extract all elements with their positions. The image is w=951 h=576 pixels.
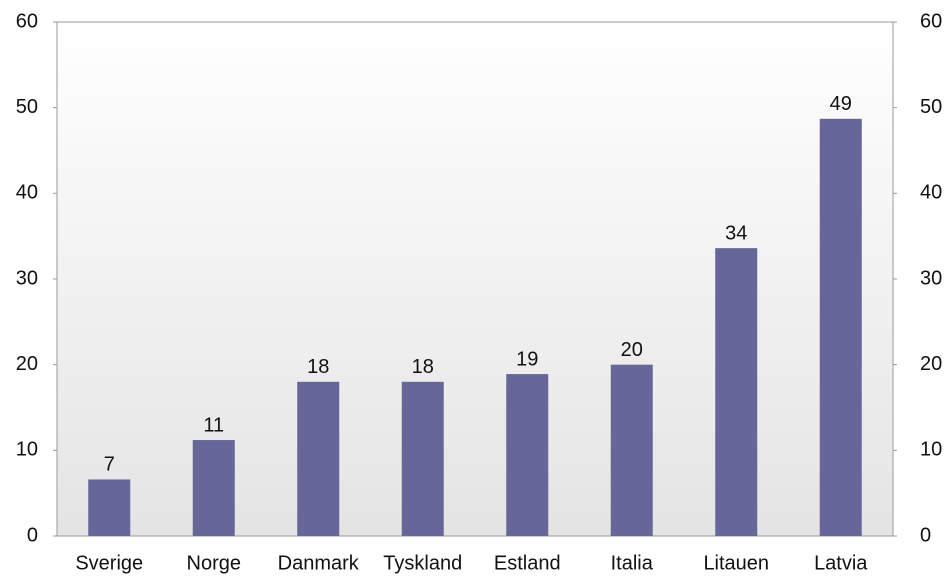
x-tick-label: Estland — [494, 552, 561, 574]
bar — [610, 364, 653, 536]
data-label: 7 — [104, 454, 115, 476]
bar — [297, 381, 340, 536]
y-tick-label: 50 — [16, 96, 38, 118]
data-label: 18 — [307, 356, 329, 378]
y-tick-label: 0 — [27, 524, 38, 546]
x-tick-label: Norge — [187, 552, 241, 574]
y2-tick-label: 30 — [920, 267, 942, 289]
data-label: 11 — [203, 414, 224, 436]
bar — [88, 479, 131, 536]
x-tick-label: Latvia — [814, 552, 868, 574]
y2-tick-label: 20 — [920, 353, 942, 375]
x-tick-label: Danmark — [278, 552, 360, 574]
x-tick-label: Italia — [611, 552, 654, 574]
bar — [192, 440, 235, 536]
y2-tick-label: 60 — [920, 10, 942, 32]
data-label: 19 — [516, 348, 538, 370]
y2-tick-label: 50 — [920, 96, 942, 118]
data-label: 49 — [830, 93, 852, 115]
data-label: 34 — [725, 222, 747, 244]
bar — [715, 248, 758, 536]
x-tick-label: Litauen — [703, 552, 769, 574]
bar — [506, 374, 549, 536]
y-tick-label: 30 — [16, 267, 38, 289]
y-tick-label: 20 — [16, 353, 38, 375]
y-tick-label: 40 — [16, 182, 38, 204]
y2-tick-label: 10 — [920, 439, 942, 461]
y-tick-label: 10 — [16, 439, 38, 461]
x-tick-label: Sverige — [75, 552, 143, 574]
bar — [819, 118, 862, 536]
x-tick-label: Tyskland — [383, 552, 462, 574]
y2-tick-label: 40 — [920, 182, 942, 204]
plot-area — [56, 21, 894, 537]
data-label: 20 — [621, 339, 643, 361]
y-tick-label: 60 — [16, 10, 38, 32]
data-label: 18 — [412, 356, 434, 378]
y2-tick-label: 0 — [920, 524, 931, 546]
bar — [401, 381, 444, 536]
